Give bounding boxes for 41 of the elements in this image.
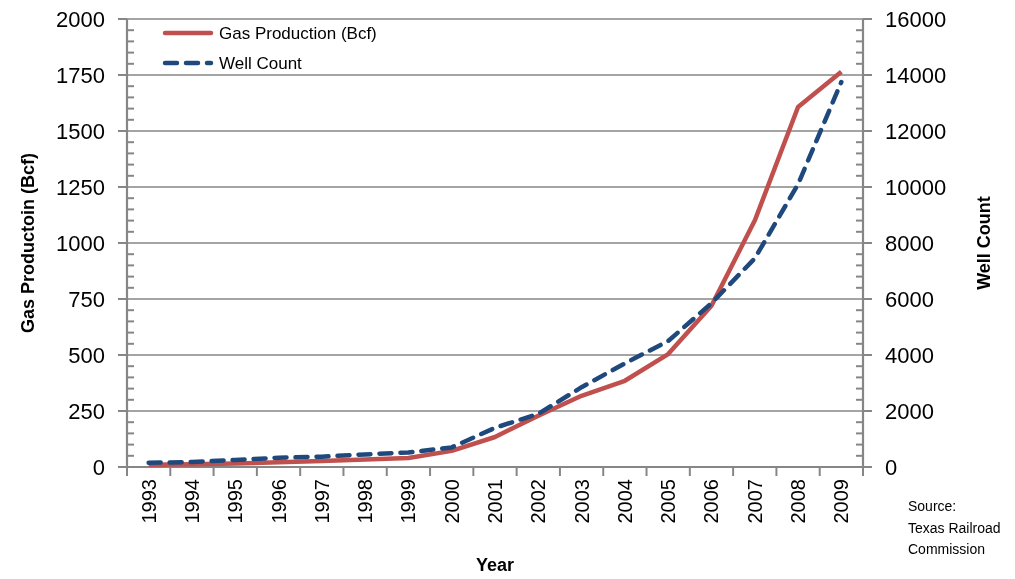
y2-tick-label: 10000 — [885, 174, 947, 200]
x-tick-label: 1999 — [397, 479, 420, 524]
x-tick-label: 2004 — [613, 479, 636, 524]
y-tick-label: 0 — [92, 454, 105, 480]
x-tick-label: 2000 — [440, 479, 463, 524]
y-tick-label: 750 — [68, 286, 105, 312]
y2-tick-label: 12000 — [885, 118, 947, 144]
y2-tick-label: 2000 — [885, 398, 934, 424]
x-tick-label: 2007 — [743, 479, 766, 524]
x-tick-label: 2003 — [570, 479, 593, 524]
y2-tick-label: 0 — [885, 454, 898, 480]
y-tick-label: 500 — [68, 342, 105, 368]
x-tick-label: 2002 — [527, 479, 550, 524]
legend-label: Well Count — [219, 53, 303, 73]
y-axis-title: Gas Productoin (Bcf) — [18, 152, 38, 334]
y-tick-label: 1250 — [56, 174, 105, 200]
x-tick-label: 2005 — [657, 479, 680, 524]
y2-tick-label: 16000 — [885, 6, 947, 32]
x-axis-title: Year — [475, 555, 515, 575]
x-tick-label: 2009 — [830, 479, 853, 524]
x-tick-label: 1995 — [224, 479, 247, 524]
x-tick-label: 2001 — [484, 479, 506, 524]
y2-axis-title: Well Count — [974, 196, 994, 290]
x-tick-label: 2006 — [700, 479, 723, 524]
x-tick-label: 1998 — [354, 479, 377, 524]
y2-tick-label: 8000 — [885, 230, 934, 256]
y2-tick-label: 6000 — [885, 286, 934, 312]
x-tick-label: 1994 — [180, 479, 203, 524]
y2-tick-label: 14000 — [885, 62, 947, 88]
y-tick-label: 1000 — [56, 230, 105, 256]
y-tick-label: 2000 — [56, 6, 105, 32]
x-tick-label: 1996 — [267, 479, 290, 524]
source-note: Source: Texas Railroad Commission — [908, 498, 1001, 557]
y2-tick-label: 4000 — [885, 342, 934, 368]
y-tick-label: 1500 — [56, 118, 105, 144]
y-tick-label: 1750 — [56, 62, 105, 88]
x-tick-label: 2008 — [787, 479, 810, 524]
legend-label: Gas Production (Bcf) — [219, 23, 377, 43]
x-tick-label: 1993 — [137, 479, 160, 524]
x-tick-label: 1997 — [310, 479, 333, 524]
y-tick-label: 250 — [68, 398, 105, 424]
